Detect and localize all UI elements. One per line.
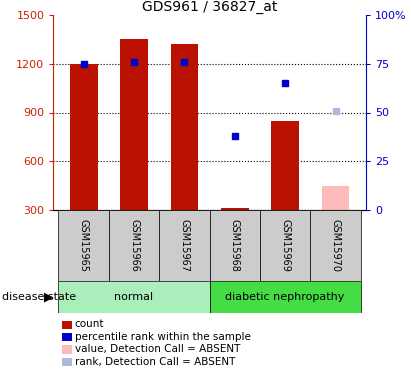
Text: ▶: ▶ [44, 291, 53, 304]
Bar [70, 64, 97, 210]
Bar [260, 210, 310, 281]
Bar [171, 44, 198, 210]
Title: GDS961 / 36827_at: GDS961 / 36827_at [142, 0, 277, 14]
Text: GSM15966: GSM15966 [129, 219, 139, 272]
Bar [159, 210, 210, 281]
Text: value, Detection Call = ABSENT: value, Detection Call = ABSENT [75, 344, 240, 354]
Bar [322, 186, 349, 210]
Text: disease state: disease state [2, 292, 76, 302]
Text: GSM15967: GSM15967 [180, 219, 189, 272]
Text: normal: normal [115, 292, 154, 302]
Text: GSM15969: GSM15969 [280, 219, 290, 272]
Text: rank, Detection Call = ABSENT: rank, Detection Call = ABSENT [75, 357, 235, 366]
Text: GSM15968: GSM15968 [230, 219, 240, 272]
Text: GSM15965: GSM15965 [79, 219, 89, 272]
Bar [210, 210, 260, 281]
Bar [109, 210, 159, 281]
Text: diabetic nephropathy: diabetic nephropathy [226, 292, 345, 302]
Bar [58, 210, 109, 281]
Text: count: count [75, 320, 104, 329]
Bar [58, 281, 210, 313]
Text: percentile rank within the sample: percentile rank within the sample [75, 332, 251, 342]
Bar [210, 281, 361, 313]
Bar [271, 121, 299, 210]
Bar [310, 210, 361, 281]
Bar [221, 209, 249, 210]
Bar [120, 39, 148, 210]
Text: GSM15970: GSM15970 [330, 219, 341, 272]
